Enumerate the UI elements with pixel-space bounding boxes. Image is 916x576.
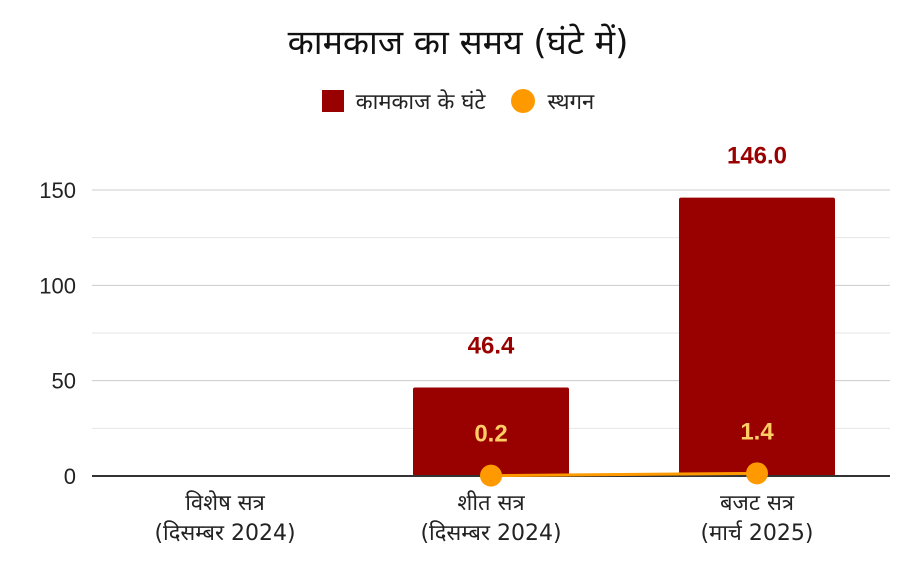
x-tick-label: बजट सत्र: [720, 491, 795, 516]
legend-label-adjournment: स्थगन: [547, 90, 595, 115]
bar: [679, 197, 835, 477]
chart-title: कामकाज का समय (घंटे में): [287, 23, 629, 63]
legend-swatch-adjournment: [511, 89, 536, 113]
x-tick-label: विशेष सत्र: [185, 490, 265, 516]
legend-swatch-hours: [321, 90, 344, 112]
y-tick-label: 100: [39, 273, 76, 298]
x-tick-label: (दिसम्बर 2024): [154, 520, 295, 546]
bar-data-label: 46.4: [468, 333, 515, 360]
bar-data-label: 146.0: [727, 143, 787, 170]
legend-label-hours: कामकाज के घंटे: [355, 90, 486, 115]
bar: [413, 387, 569, 476]
x-tick-label: (दिसम्बर 2024): [420, 520, 561, 546]
y-tick-label: 50: [52, 369, 76, 394]
line-data-label: 0.2: [474, 421, 507, 448]
y-tick-label: 150: [39, 178, 76, 203]
legend-item-hours: कामकाज के घंटे: [321, 86, 486, 116]
y-tick-label: 0: [64, 464, 76, 489]
series-line: [490, 471, 758, 478]
line-point: [746, 462, 768, 485]
line-data-label: 1.4: [740, 418, 774, 445]
legend: कामकाज के घंटे स्थगन: [0, 86, 916, 116]
x-tick-label: (मार्च 2025): [701, 520, 814, 546]
line-point: [480, 464, 502, 487]
x-tick-label: शीत सत्र: [457, 490, 525, 516]
legend-item-adjournment: स्थगन: [511, 86, 594, 116]
